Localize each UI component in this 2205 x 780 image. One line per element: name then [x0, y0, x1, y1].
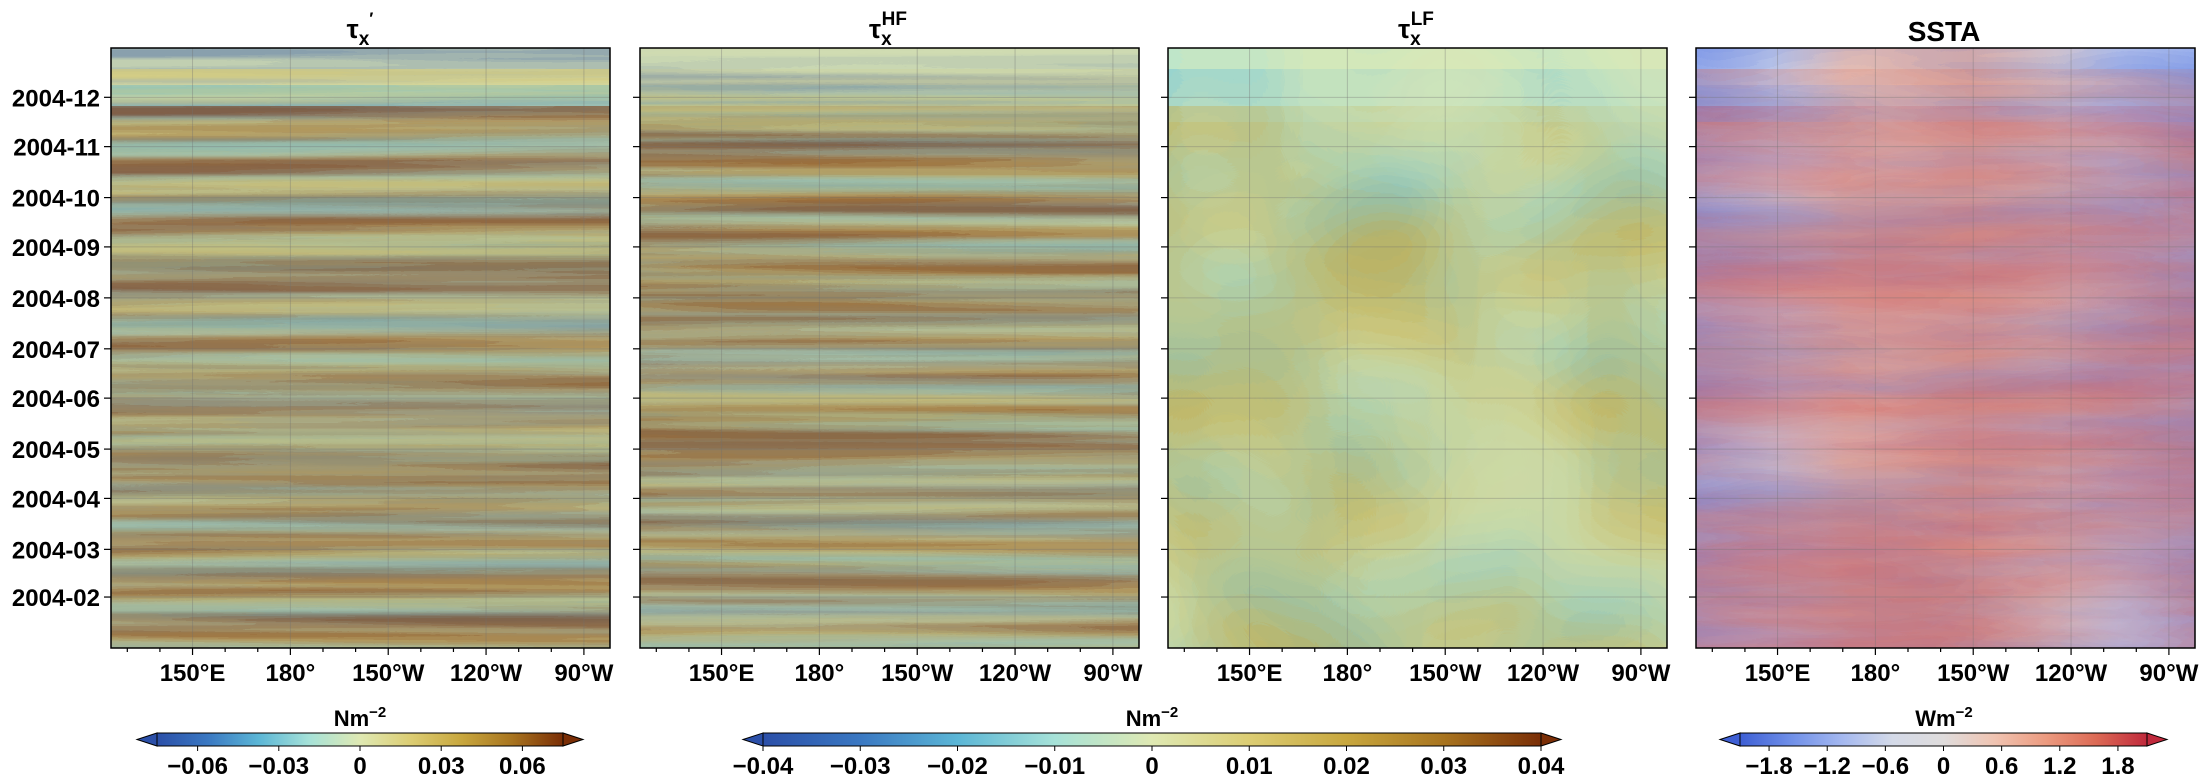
x-tick-label: 150°W: [1409, 660, 1482, 687]
panel-3-plot: 150°E 180° 150°W 120°W 90°W: [1161, 47, 1671, 687]
x-tick-label: 90°W: [2139, 660, 2198, 687]
colorbar-tick-label: 0.03: [418, 753, 465, 780]
y-tick-label: 2004-06: [12, 386, 100, 413]
field-layers: [1168, 48, 1667, 648]
plot-frame: [1695, 47, 2196, 649]
x-tick-label: 120°W: [1507, 660, 1580, 687]
colorbar-tick-label: 0.04: [1518, 753, 1565, 780]
y-tick-label: 2004-10: [12, 186, 100, 213]
plot-frame: [639, 47, 1140, 649]
x-tick-label: 150°W: [881, 660, 954, 687]
field-layers: [640, 48, 1139, 648]
y-tick-label: 2004-08: [12, 286, 100, 313]
plot-frame: [110, 47, 611, 649]
colorbar-extend-max: [1540, 732, 1563, 747]
field-layers: [111, 48, 610, 648]
panel-1-plot: 150°E 180° 150°W 120°W 90°W 2004-02 2004-03 200…: [12, 47, 614, 687]
colorbar-tick-label: −0.04: [733, 753, 794, 780]
x-tick-label: 180°: [795, 660, 845, 687]
colorbar-tick-label: −1.2: [1804, 753, 1851, 780]
panel-tau-x-lf: τxLF 150°E 180° 150°W 120°W 90°W: [1161, 9, 1671, 687]
colorbar-tick-label: 0.06: [499, 753, 546, 780]
colorbars: −0.06 −0.03 0 0.03 0.06 −0.04 −0.03 −0.02 −0.01 0…: [135, 732, 2169, 780]
colorbar-tick-label: 1.2: [2043, 753, 2076, 780]
x-tick-label: 120°W: [450, 660, 523, 687]
colorbar-tick-label: −0.06: [167, 753, 228, 780]
field-layers: [1696, 48, 2195, 648]
panel-3-title: τxLF: [1398, 9, 1434, 50]
colorbar-ssta: −1.8 −1.2 −0.6 0 0.6 1.2 1.8: [1718, 732, 2169, 780]
colorbar-tick-label: 0: [353, 753, 366, 780]
panel-tau-x-anomaly: τx′ 150°E 180° 150°W 120°W 90°W 2004-02 2004-0…: [12, 9, 614, 687]
panel-2-title: τxHF: [869, 9, 907, 50]
colorbar-tick-label: 0.6: [1985, 753, 2018, 780]
plot-frame: [1167, 47, 1668, 649]
x-tick-label: 150°E: [1217, 660, 1283, 687]
colorbar-body: [1739, 732, 2148, 747]
y-tick-label: 2004-04: [12, 486, 101, 513]
x-tick-label: 180°: [266, 660, 316, 687]
colorbar-tick-label: 1.8: [2101, 753, 2134, 780]
colorbar-2-label: Nm−2: [1126, 704, 1179, 731]
colorbar-tick-label: −0.03: [830, 753, 891, 780]
x-tick-label: 90°W: [1083, 660, 1142, 687]
x-tick-label: 150°E: [1745, 660, 1811, 687]
x-tick-label: 150°E: [689, 660, 755, 687]
colorbar-body: [156, 732, 564, 747]
colorbar-extend-max: [2146, 732, 2169, 747]
colorbar-tau-anomaly: −0.06 −0.03 0 0.03 0.06: [135, 732, 585, 780]
x-tick-label: 150°E: [160, 660, 226, 687]
y-tick-label: 2004-12: [12, 85, 100, 112]
colorbar-tick-label: 0.01: [1226, 753, 1273, 780]
colorbar-tau-hf-lf: −0.04 −0.03 −0.02 −0.01 0 0.01 0.02 0.03 0.04: [733, 732, 1565, 780]
panel-4-title: SSTA: [1908, 16, 1981, 47]
colorbar-extend-min: [1718, 732, 1741, 747]
colorbar-extend-min: [135, 732, 158, 747]
field-layer: [1168, 106, 1667, 648]
x-tick-label: 120°W: [2035, 660, 2108, 687]
colorbar-extend-max: [562, 732, 585, 747]
colorbar-tick-label: 0: [1937, 753, 1950, 780]
colorbar-3-label: Wm−2: [1915, 704, 1972, 731]
y-tick-label: 2004-11: [13, 135, 100, 162]
field-layer: [1696, 106, 2195, 648]
x-tick-label: 150°W: [1937, 660, 2010, 687]
panel-1-title: τx′: [347, 9, 374, 50]
x-tick-label: 120°W: [979, 660, 1052, 687]
panel-2-plot: 150°E 180° 150°W 120°W 90°W: [633, 47, 1143, 687]
x-tick-label: 180°: [1323, 660, 1373, 687]
x-tick-label: 150°W: [352, 660, 425, 687]
field-layer: [111, 106, 610, 648]
colorbar-tick-label: −0.01: [1024, 753, 1085, 780]
colorbar-tick-label: 0.02: [1323, 753, 1370, 780]
panel-tau-x-hf: τxHF 150°E 180° 150°W 120°W 90°W: [633, 9, 1143, 687]
x-tick-label: 90°W: [1611, 660, 1670, 687]
colorbar-tick-label: 0.03: [1420, 753, 1467, 780]
panel-ssta: SSTA 150°E 180° 150°W 120°W 90°W: [1689, 16, 2199, 687]
colorbar-tick-label: 0: [1145, 753, 1158, 780]
x-tick-label: 180°: [1851, 660, 1901, 687]
colorbar-body: [762, 732, 1542, 747]
y-tick-label: 2004-02: [12, 585, 100, 612]
colorbar-tick-label: −0.03: [248, 753, 309, 780]
colorbar-tick-label: −0.02: [927, 753, 988, 780]
colorbar-tick-label: −0.6: [1862, 753, 1909, 780]
y-tick-label: 2004-03: [12, 537, 100, 564]
colorbar-1-label: Nm−2: [334, 704, 387, 731]
colorbar-extend-min: [741, 732, 764, 747]
field-layer: [640, 106, 1139, 648]
y-tick-label: 2004-09: [12, 235, 100, 262]
y-tick-label: 2004-05: [12, 437, 100, 464]
panel-4-plot: 150°E 180° 150°W 120°W 90°W: [1689, 47, 2199, 687]
colorbar-tick-label: −1.8: [1745, 753, 1792, 780]
y-tick-label: 2004-07: [12, 337, 100, 364]
x-tick-label: 90°W: [554, 660, 613, 687]
